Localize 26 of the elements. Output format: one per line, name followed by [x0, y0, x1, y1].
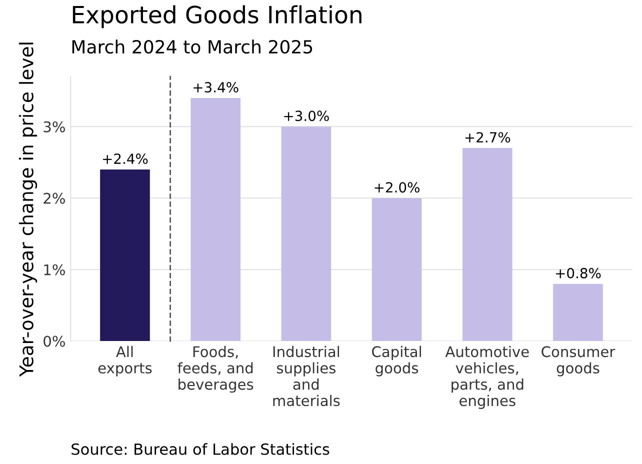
data-label: +3.4%	[194, 82, 238, 93]
chart-title: Exported Goods Inflation	[72, 5, 362, 28]
x-tick-label: Industrial supplies and materials	[273, 346, 340, 406]
y-tick-label: 0%	[44, 336, 65, 347]
x-tick-label: All exports	[98, 346, 152, 376]
x-tick-label: Capital goods	[372, 346, 421, 376]
bar	[190, 98, 241, 342]
bar	[281, 126, 332, 342]
chart-subtitle: March 2024 to March 2025	[72, 40, 312, 54]
x-tick-label: Foods, feeds, and beverages	[178, 346, 254, 393]
bar	[100, 169, 150, 342]
data-label: +2.0%	[374, 182, 420, 193]
y-axis-title: Year-over-year change in price level	[18, 42, 38, 377]
y-tick-label: 3%	[44, 121, 65, 132]
y-tick-label: 1%	[44, 264, 65, 276]
bar	[553, 284, 603, 342]
bar	[372, 198, 422, 342]
data-label: +0.8%	[556, 268, 601, 278]
data-label: +2.4%	[102, 154, 148, 164]
y-tick-label: 2%	[44, 192, 65, 204]
data-label: +2.7%	[465, 132, 510, 143]
x-tick-label: Automotive vehicles, parts, and engines	[445, 346, 529, 410]
bar	[462, 148, 512, 342]
x-tick-label: Consumer goods	[542, 346, 616, 376]
data-label: +3.0%	[284, 110, 329, 122]
source-note: Source: Bureau of Labor Statistics	[72, 443, 330, 455]
